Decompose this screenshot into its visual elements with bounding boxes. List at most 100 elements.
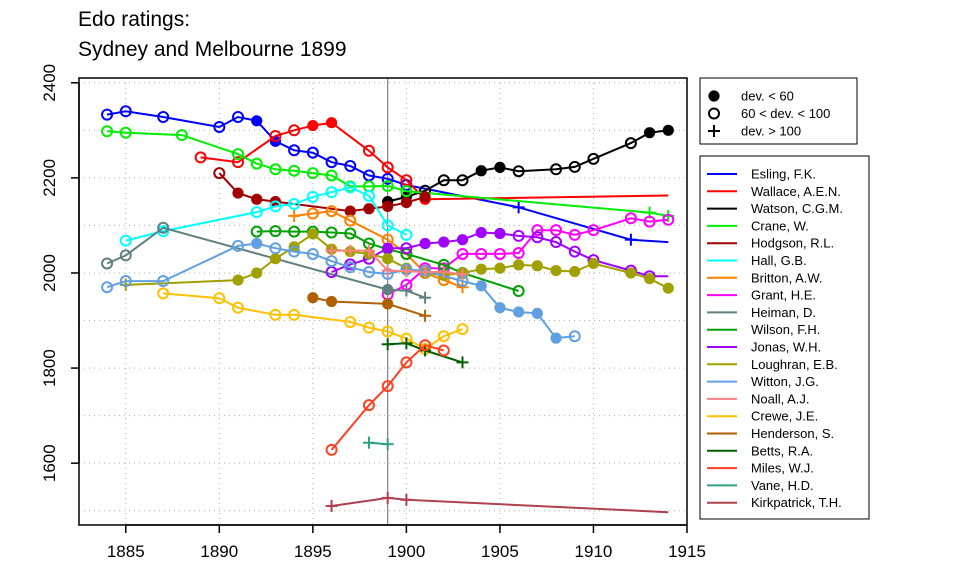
- data-point: [325, 244, 338, 257]
- series-17: [325, 339, 450, 456]
- data-point: [643, 127, 656, 139]
- legend-label: Betts, R.A.: [751, 443, 813, 458]
- data-point: [419, 309, 432, 322]
- data-point: [381, 219, 394, 232]
- data-point: [550, 163, 563, 176]
- data-point: [437, 174, 450, 187]
- data-point: [437, 266, 450, 279]
- data-point: [325, 186, 338, 199]
- data-point: [662, 282, 674, 294]
- data-point: [475, 226, 487, 239]
- data-point: [344, 227, 357, 240]
- data-point: [344, 205, 356, 217]
- legend-label: Grant, H.E.: [751, 288, 816, 303]
- series-15: [307, 292, 432, 322]
- series-3: [101, 125, 675, 222]
- x-tick-label: 1915: [668, 542, 706, 561]
- data-point: [288, 198, 301, 211]
- data-point: [325, 295, 338, 308]
- series-5: [119, 181, 413, 247]
- x-tick-label: 1890: [200, 542, 238, 561]
- data-point: [306, 167, 319, 180]
- data-point: [232, 187, 244, 199]
- data-point: [250, 225, 263, 238]
- marker-legend-box: [699, 77, 858, 145]
- data-point: [382, 253, 394, 265]
- legend-label: Miles, W.J.: [751, 461, 814, 476]
- data-point: [325, 117, 338, 129]
- series-legend: Esling, F.K. Wallace, A.E.N. Watson, C.G.M…: [699, 155, 870, 520]
- data-point: [250, 206, 263, 219]
- series-line: [312, 296, 426, 317]
- data-point: [213, 167, 226, 180]
- data-point: [288, 209, 301, 222]
- data-point: [325, 443, 338, 456]
- series-line: [107, 130, 669, 217]
- chart-title-line-2: Sydney and Melbourne 1899: [78, 38, 347, 61]
- data-point: [568, 160, 581, 173]
- data-point: [400, 242, 413, 255]
- data-point: [512, 165, 525, 178]
- data-point: [512, 285, 525, 298]
- data-point: [381, 491, 394, 504]
- data-point: [569, 265, 581, 278]
- data-point: [232, 148, 245, 161]
- data-point: [157, 221, 170, 234]
- legend-label: Britton, A.W.: [751, 270, 823, 285]
- data-point: [400, 337, 413, 350]
- data-point: [493, 247, 506, 260]
- data-point: [362, 266, 375, 279]
- y-tick-label: 1600: [40, 444, 59, 482]
- data-point: [344, 159, 357, 172]
- data-point: [419, 237, 431, 250]
- data-point: [512, 229, 525, 242]
- series-4: [213, 167, 431, 217]
- data-point: [288, 308, 301, 321]
- data-point: [400, 185, 413, 198]
- data-point: [419, 266, 432, 279]
- data-point: [494, 262, 506, 274]
- data-point: [494, 227, 506, 240]
- legend-label: Vane, H.D.: [751, 478, 814, 493]
- data-point: [232, 110, 245, 123]
- series-7: [381, 212, 675, 301]
- data-point: [232, 301, 245, 314]
- legend-label: Crane, W.: [751, 218, 809, 233]
- series-legend-box: [699, 155, 870, 520]
- data-point: [456, 356, 469, 369]
- data-point: [288, 225, 301, 238]
- series-layer: [101, 105, 675, 514]
- open-circle-icon: [708, 107, 720, 120]
- y-tick-label: 1800: [40, 349, 59, 387]
- data-point: [232, 239, 245, 252]
- data-point: [587, 257, 600, 270]
- data-point: [269, 200, 282, 213]
- data-point: [119, 126, 132, 139]
- x-tick-label: 1895: [294, 542, 332, 561]
- data-point: [494, 302, 506, 314]
- data-point: [381, 172, 394, 185]
- data-point: [362, 244, 375, 257]
- legend-label: Crewe, J.E.: [751, 409, 818, 424]
- data-point: [306, 247, 319, 260]
- data-point: [307, 292, 319, 304]
- data-point: [456, 174, 469, 187]
- data-point: [307, 119, 319, 132]
- data-point: [119, 234, 132, 247]
- data-point: [362, 189, 375, 202]
- data-point: [382, 284, 394, 296]
- data-point: [269, 308, 282, 321]
- data-point: [381, 264, 394, 277]
- data-point: [362, 321, 375, 334]
- series-1: [194, 117, 669, 205]
- legend-label: Henderson, S.: [751, 426, 834, 441]
- data-point: [306, 207, 319, 220]
- data-point: [269, 130, 282, 143]
- data-point: [438, 236, 450, 248]
- series-line: [256, 230, 519, 292]
- data-point: [288, 144, 301, 157]
- data-point: [400, 265, 413, 278]
- data-point: [456, 234, 469, 246]
- data-point: [344, 181, 357, 194]
